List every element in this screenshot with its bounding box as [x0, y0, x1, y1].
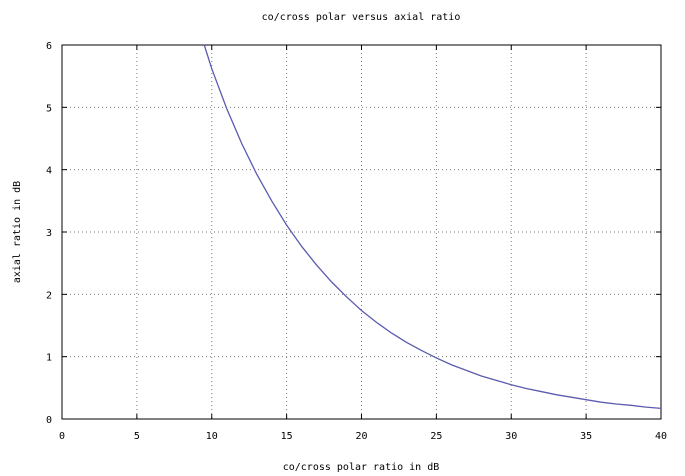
y-tick-label: 1 — [46, 353, 52, 364]
series-group — [203, 44, 662, 410]
x-tick-label: 20 — [355, 431, 367, 442]
x-tick-label: 25 — [430, 431, 442, 442]
x-tick-labels: 0 5 10 15 20 25 30 35 40 — [59, 431, 667, 442]
plot-frame — [61, 44, 662, 420]
y-tick-label: 5 — [46, 103, 52, 114]
x-tick-label: 10 — [206, 431, 218, 442]
grid-lines — [62, 45, 661, 419]
y-axis-label: axial ratio in dB — [12, 181, 23, 283]
x-tick-label: 0 — [59, 431, 65, 442]
x-tick-label: 35 — [580, 431, 592, 442]
y-tick-label: 0 — [46, 415, 52, 426]
x-axis-label: co/cross polar ratio in dB — [283, 462, 440, 473]
y-tick-label: 6 — [46, 41, 52, 52]
x-tick-label: 30 — [505, 431, 517, 442]
x-tick-label: 40 — [655, 431, 667, 442]
x-tick-label: 5 — [134, 431, 140, 442]
y-tick-labels: 0 1 2 3 4 5 6 — [46, 41, 52, 426]
y-tick-label: 2 — [46, 290, 52, 301]
x-tick-label: 15 — [281, 431, 293, 442]
y-tick-label: 4 — [46, 166, 52, 177]
chart-title: co/cross polar versus axial ratio — [262, 12, 461, 23]
y-tick-label: 3 — [46, 228, 52, 239]
series-line — [203, 44, 662, 410]
